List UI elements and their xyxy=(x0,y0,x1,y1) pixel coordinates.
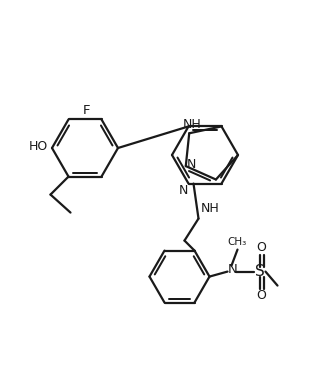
Text: S: S xyxy=(255,264,264,279)
Text: HO: HO xyxy=(28,141,48,153)
Text: N: N xyxy=(228,263,237,276)
Text: NH: NH xyxy=(201,202,220,215)
Text: F: F xyxy=(83,104,91,117)
Text: N: N xyxy=(179,184,188,197)
Text: O: O xyxy=(257,289,267,302)
Text: CH₃: CH₃ xyxy=(228,237,247,247)
Text: O: O xyxy=(257,241,267,254)
Text: NH: NH xyxy=(183,118,202,131)
Text: N: N xyxy=(187,158,197,171)
